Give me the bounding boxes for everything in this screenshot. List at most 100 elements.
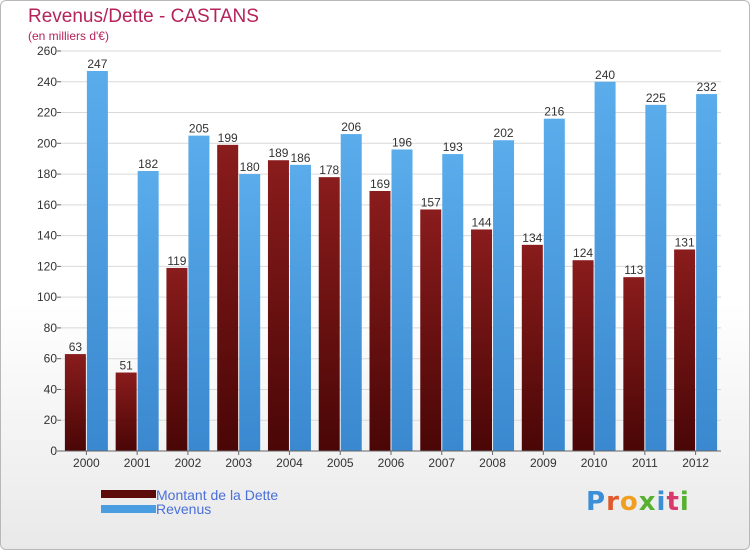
bar-debt bbox=[521, 244, 543, 451]
bar-label-revenue: 182 bbox=[138, 157, 158, 171]
y-axis-ticks: 0 20 40 60 80 100 120 140 160 180 200 220 240 260 bbox=[37, 44, 61, 458]
bar-label-revenue: 232 bbox=[697, 80, 717, 94]
y-tick-label: 260 bbox=[37, 44, 57, 58]
y-tick-label: 240 bbox=[37, 75, 57, 89]
bar-label-debt: 189 bbox=[268, 146, 288, 160]
bar-label-debt: 169 bbox=[370, 177, 390, 191]
logo-letter: i bbox=[656, 487, 667, 517]
bar-revenue bbox=[340, 134, 362, 452]
bar-label-revenue: 202 bbox=[494, 126, 514, 140]
y-tick-label: 40 bbox=[44, 382, 58, 396]
bar-debt bbox=[166, 267, 188, 451]
bar-label-revenue: 247 bbox=[87, 57, 107, 71]
bar-label-debt: 113 bbox=[624, 263, 643, 277]
y-tick-label: 220 bbox=[37, 106, 57, 120]
x-axis-ticks: 2000 2001 2002 2003 2004 2005 2006 2007 2008 2009… bbox=[73, 451, 709, 470]
y-tick-label: 200 bbox=[37, 136, 57, 150]
bar-debt bbox=[572, 260, 594, 451]
bar-debt bbox=[115, 372, 137, 451]
legend-label-debt: Montant de la Dette bbox=[156, 487, 279, 503]
x-tick-label: 2004 bbox=[276, 456, 303, 470]
x-tick-label: 2007 bbox=[428, 456, 455, 470]
bar-revenue bbox=[594, 81, 616, 452]
chart-title: Revenus/Dette - CASTANS bbox=[28, 6, 259, 27]
legend-swatch-revenue bbox=[101, 505, 156, 513]
logo-letter: r bbox=[606, 487, 620, 517]
logo-letter: t bbox=[666, 487, 680, 517]
x-tick-label: 2009 bbox=[530, 456, 557, 470]
bar-revenue bbox=[289, 164, 311, 451]
x-tick-label: 2008 bbox=[479, 456, 506, 470]
x-tick-label: 2012 bbox=[682, 456, 709, 470]
bar-label-revenue: 205 bbox=[189, 122, 209, 136]
bar-revenue bbox=[645, 104, 667, 451]
bar-label-revenue: 196 bbox=[392, 135, 412, 149]
bar-revenue bbox=[137, 171, 159, 451]
bar-debt bbox=[369, 191, 391, 451]
bar-label-revenue: 186 bbox=[290, 151, 310, 165]
bar-revenue bbox=[391, 149, 413, 451]
bar-label-debt: 144 bbox=[472, 215, 492, 229]
x-tick-label: 2011 bbox=[632, 456, 658, 470]
y-tick-label: 100 bbox=[37, 290, 57, 304]
bar-label-debt: 119 bbox=[167, 254, 186, 268]
bar-label-debt: 124 bbox=[573, 246, 593, 260]
bar-revenue bbox=[543, 118, 565, 451]
bar-revenue bbox=[493, 140, 515, 451]
logo-letter: i bbox=[679, 487, 690, 517]
logo-letter: x bbox=[638, 487, 657, 517]
bar-debt bbox=[318, 177, 340, 451]
bar-debt bbox=[623, 277, 645, 451]
bar-debt bbox=[217, 144, 239, 451]
y-tick-label: 180 bbox=[37, 167, 57, 181]
y-tick-label: 160 bbox=[37, 198, 57, 212]
bar-debt bbox=[267, 160, 289, 451]
bar-label-revenue: 206 bbox=[341, 120, 361, 134]
bars bbox=[64, 71, 718, 452]
x-tick-label: 2010 bbox=[581, 456, 608, 470]
x-tick-label: 2006 bbox=[378, 456, 405, 470]
x-tick-label: 2000 bbox=[73, 456, 100, 470]
y-tick-label: 60 bbox=[44, 352, 58, 366]
bar-label-debt: 157 bbox=[421, 195, 441, 209]
bar-debt bbox=[420, 209, 442, 451]
bar-debt bbox=[64, 354, 86, 451]
x-tick-label: 2001 bbox=[124, 456, 151, 470]
logo-letter: o bbox=[619, 487, 639, 517]
bar-revenue bbox=[239, 174, 261, 452]
bar-debt bbox=[674, 249, 696, 451]
bar-label-debt: 63 bbox=[69, 340, 83, 354]
legend-swatch-debt bbox=[101, 490, 156, 498]
y-tick-label: 140 bbox=[37, 229, 57, 243]
bar-label-debt: 178 bbox=[319, 163, 339, 177]
bar-label-revenue: 180 bbox=[240, 160, 260, 174]
x-tick-label: 2005 bbox=[327, 456, 354, 470]
y-tick-label: 80 bbox=[44, 321, 58, 335]
y-tick-label: 0 bbox=[50, 444, 57, 458]
logo-letter: P bbox=[586, 487, 607, 517]
chart-subtitle: (en milliers d'€) bbox=[28, 29, 109, 43]
bar-label-debt: 134 bbox=[522, 231, 542, 245]
bar-revenue bbox=[86, 71, 108, 451]
bar-label-debt: 51 bbox=[119, 359, 133, 373]
bar-revenue bbox=[442, 154, 464, 452]
bar-label-debt: 199 bbox=[218, 131, 238, 145]
x-tick-label: 2003 bbox=[225, 456, 252, 470]
legend-label-revenue: Revenus bbox=[156, 501, 212, 517]
gridlines bbox=[61, 50, 721, 421]
bar-revenue bbox=[696, 94, 718, 452]
y-tick-label: 20 bbox=[44, 413, 58, 427]
bar-label-revenue: 216 bbox=[544, 105, 564, 119]
proxiti-logo: Proxiti bbox=[586, 487, 690, 517]
y-tick-label: 120 bbox=[37, 259, 57, 273]
bar-label-revenue: 193 bbox=[443, 140, 463, 154]
bar-label-debt: 131 bbox=[675, 235, 695, 249]
bar-label-revenue: 225 bbox=[646, 91, 666, 105]
bar-revenue bbox=[188, 135, 210, 451]
bar-label-revenue: 240 bbox=[595, 68, 615, 82]
bar-debt bbox=[471, 229, 493, 451]
bar-labels: 63 247 51 182 119 205 199 180 189 186 178 206 169 196… bbox=[69, 57, 717, 373]
x-tick-label: 2002 bbox=[175, 456, 202, 470]
